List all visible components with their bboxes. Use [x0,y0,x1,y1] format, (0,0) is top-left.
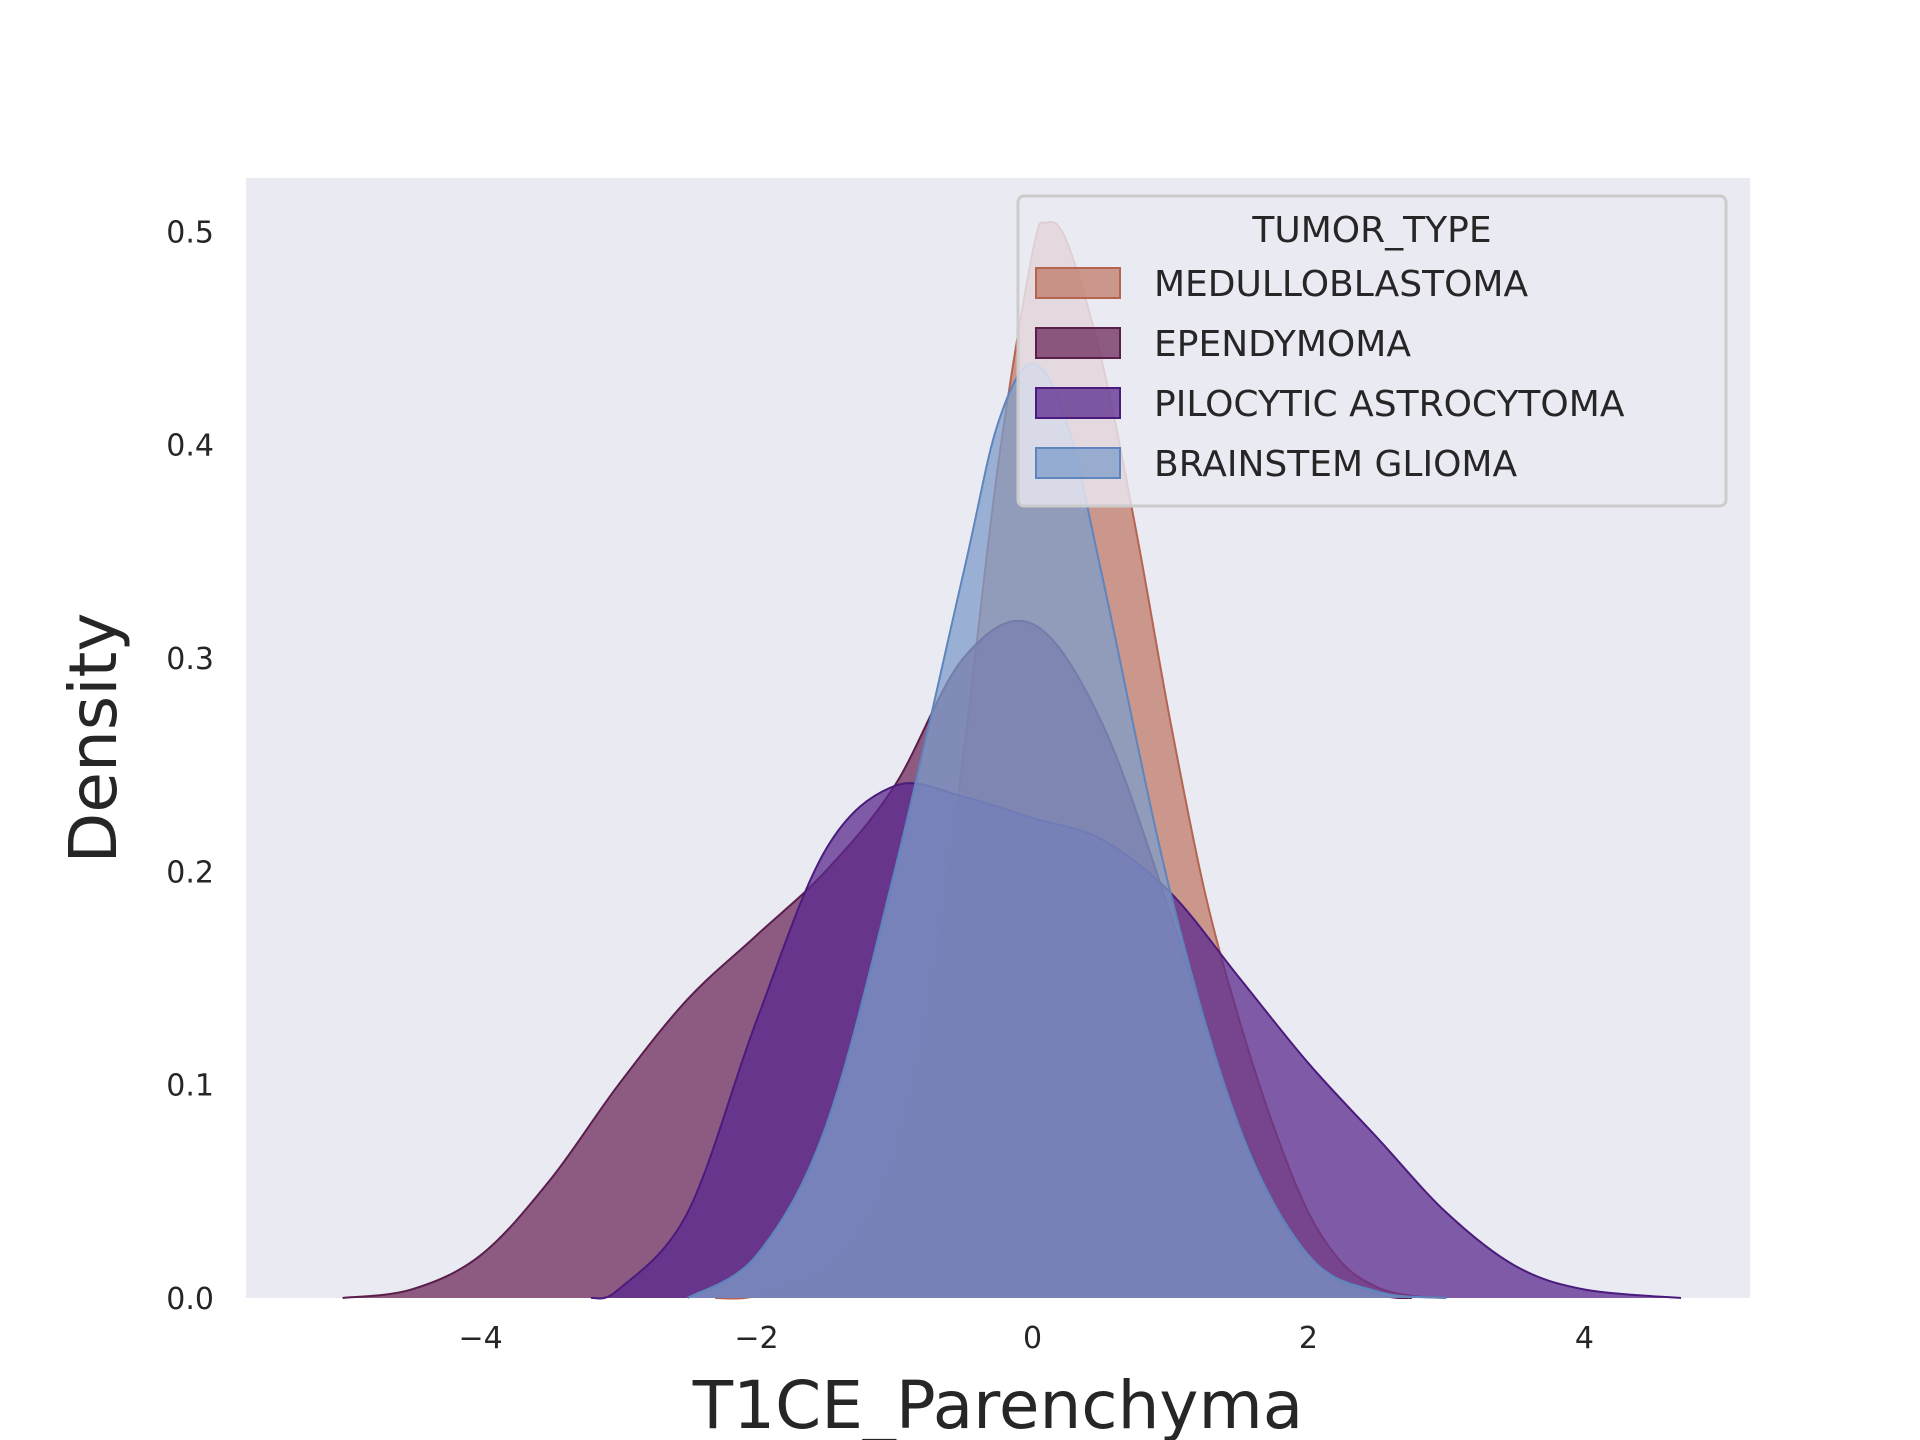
legend-box [1016,194,1728,508]
legend-items: MEDULLOBLASTOMA EPENDYMOMA PILOCYTIC ASTRO… [1035,264,1625,485]
series-layer [342,220,1682,1300]
legend-label: MEDULLOBLASTOMA [1154,264,1528,305]
legend-label: EPENDYMOMA [1154,324,1411,365]
x-tick-label: −2 [734,1321,778,1356]
x-axis-title: T1CE_Parenchyma [692,1367,1303,1440]
x-tick-label: 4 [1575,1321,1594,1356]
y-tick-label: 0.4 [166,429,214,464]
legend-swatch [1035,267,1121,299]
y-tick-label: 0.2 [166,855,214,890]
x-tick-label: 0 [1023,1321,1042,1356]
x-tick-label: −4 [458,1321,502,1356]
legend-swatch [1035,387,1121,419]
legend-title: TUMOR_TYPE [1251,210,1491,251]
legend-label: PILOCYTIC ASTROCYTOMA [1154,384,1625,425]
y-tick-label: 0.1 [166,1069,214,1104]
y-tick-label: 0.3 [166,642,214,677]
legend: TUMOR_TYPE MEDULLOBLASTOMA EPENDYMOMA PILO… [1016,194,1728,508]
x-tick-layer: −4 −2 0 2 4 [458,1321,1594,1356]
legend-swatch [1035,327,1121,359]
x-tick-label: 2 [1299,1321,1318,1356]
y-tick-label: 0.5 [166,215,214,250]
legend-swatch [1035,447,1121,479]
legend-label: BRAINSTEM GLIOMA [1154,444,1517,485]
density-area-brainstem-glioma [687,363,1447,1299]
y-tick-label: 0.0 [166,1282,214,1317]
y-tick-layer: 0.0 0.1 0.2 0.3 0.4 0.5 [166,215,214,1317]
y-axis-title: Density [55,613,132,864]
